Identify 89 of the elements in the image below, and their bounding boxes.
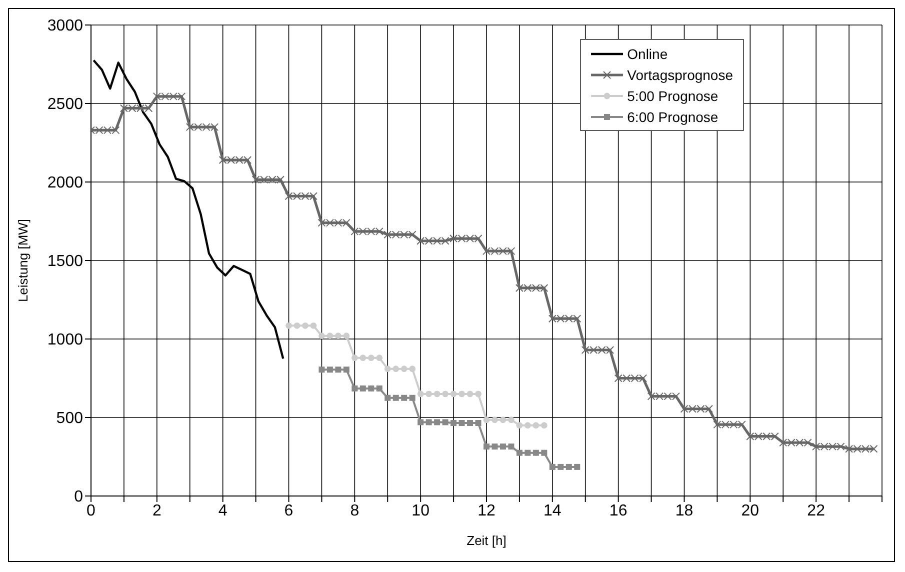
point [524, 450, 531, 456]
point [376, 385, 382, 392]
point [516, 422, 523, 429]
point [492, 444, 498, 450]
point [450, 420, 457, 426]
y-tick-label: 1000 [47, 332, 84, 349]
point [302, 322, 308, 329]
x-tick-label: 10 [412, 502, 430, 520]
point [466, 390, 474, 398]
point [516, 450, 522, 456]
point [376, 354, 383, 362]
point [351, 354, 358, 362]
x-tick-label: 12 [478, 502, 496, 520]
point [483, 416, 490, 424]
point [500, 416, 506, 424]
y-tick-label: 0 [74, 488, 84, 506]
point [360, 354, 366, 362]
y-tick-label: 3000 [47, 18, 84, 35]
point [558, 464, 564, 470]
x-tick-label: 6 [284, 502, 294, 520]
point [343, 332, 350, 340]
point [326, 332, 334, 340]
point [401, 394, 408, 401]
y-axis-title: Leistung [MW] [16, 218, 31, 302]
point [524, 422, 531, 429]
point [450, 390, 457, 398]
point [508, 444, 514, 450]
point [384, 394, 391, 401]
point [475, 420, 482, 426]
x-tick-label: 16 [609, 502, 628, 520]
x-axis-title: Zeit [h] [466, 533, 506, 548]
point [368, 385, 374, 392]
x-tick-label: 4 [218, 502, 228, 520]
x-tick-label: 8 [350, 502, 360, 520]
point [434, 419, 440, 426]
x-tick-label: 22 [807, 502, 826, 520]
point [334, 332, 342, 340]
y-tick-label: 2000 [47, 174, 84, 192]
point [368, 354, 374, 362]
point [409, 366, 416, 372]
point [442, 390, 448, 398]
point [492, 416, 498, 424]
point [384, 366, 391, 372]
point [475, 390, 482, 398]
y-tick-label: 1500 [47, 253, 84, 270]
point [417, 390, 424, 398]
legend-label: Vortagsprognose [627, 66, 733, 82]
point [484, 444, 490, 450]
point [500, 444, 506, 450]
point [574, 464, 580, 470]
x-tick-label: 0 [86, 502, 96, 520]
point [318, 332, 325, 340]
point [532, 450, 539, 456]
y-tick-label: 500 [56, 410, 84, 428]
point [310, 322, 317, 329]
legend-label: 6:00 Prognose [627, 108, 718, 124]
point [326, 366, 333, 373]
x-tick-label: 14 [544, 502, 562, 520]
point [426, 390, 432, 398]
y-tick-label: 2500 [47, 96, 84, 114]
point [286, 322, 292, 329]
point [541, 450, 548, 456]
point [294, 322, 300, 329]
point [540, 422, 548, 429]
point [458, 420, 465, 426]
point [458, 390, 465, 398]
point [508, 416, 514, 424]
x-tick-label: 20 [741, 502, 760, 520]
point [400, 366, 408, 372]
legend-label: Online [627, 46, 668, 62]
point [418, 419, 424, 426]
point [360, 385, 366, 392]
point [335, 366, 342, 373]
x-tick-label: 18 [675, 502, 694, 520]
point [426, 419, 432, 426]
point [434, 390, 440, 398]
point [532, 422, 540, 429]
point [467, 420, 474, 426]
point [442, 419, 448, 426]
point [409, 394, 416, 401]
point [352, 385, 358, 392]
point [392, 394, 399, 401]
point [318, 366, 325, 373]
point [566, 464, 572, 470]
legend-label: 5:00 Prognose [627, 88, 718, 104]
point [343, 366, 350, 373]
point [392, 366, 400, 372]
point [549, 464, 556, 470]
x-tick-label: 2 [152, 502, 162, 520]
